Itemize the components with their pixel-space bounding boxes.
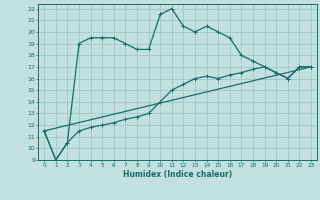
X-axis label: Humidex (Indice chaleur): Humidex (Indice chaleur) [123,170,232,179]
